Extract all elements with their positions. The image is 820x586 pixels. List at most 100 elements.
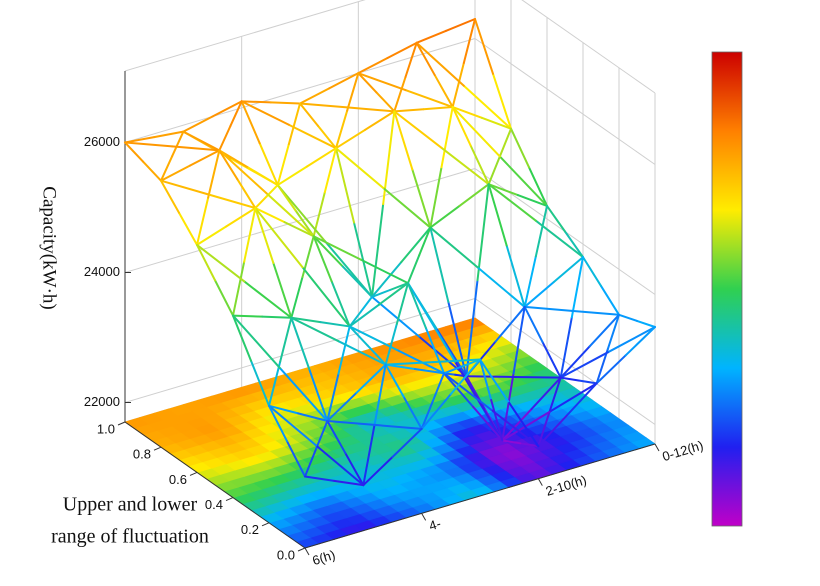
mesh-line [279,316,293,363]
mesh-line [404,41,418,79]
tick-mark [297,547,306,552]
mesh-line [537,413,569,448]
mesh-line [411,168,432,229]
mesh-line [196,243,246,283]
mesh-line [348,325,398,351]
mesh-line [265,192,315,238]
mesh-line [420,400,434,430]
mesh-line [479,358,493,401]
mesh-line [505,244,526,308]
mesh-line [247,166,279,187]
y-tick-label: 0.8 [133,447,151,462]
mesh-line [582,256,602,287]
mesh-line [606,326,656,354]
mesh-line [465,375,515,378]
mesh-line [160,179,180,214]
x-axis [304,443,656,549]
z-tick-label: 22000 [84,394,120,409]
mesh-line [443,365,463,375]
mesh-line [541,341,562,379]
mesh-line [516,194,548,207]
mesh-line [433,73,454,109]
mesh-line [232,314,252,362]
mesh-line [359,258,409,285]
mesh-line [443,372,475,408]
mesh-line [537,410,551,448]
mesh-line [479,358,511,404]
mesh-line [286,440,306,478]
mesh-line [393,76,407,113]
mesh-line [451,62,465,109]
mesh-line [312,235,362,261]
mesh-line [315,419,329,450]
mesh-line [413,367,445,375]
mesh-line [393,110,414,171]
mesh-line [218,149,250,169]
mesh-line [362,456,394,487]
mesh-line [425,327,445,375]
y-tick-label: 0.0 [277,547,295,562]
tick-mark [225,497,234,502]
mesh-line [290,316,311,371]
mesh-line [519,442,540,448]
mesh-line [600,284,620,316]
mesh-line [440,146,490,186]
mesh-line [232,314,282,370]
mesh-line [523,305,573,312]
mesh-line [595,354,627,385]
tick-mark [421,513,427,521]
mesh-line [512,375,562,379]
mesh-line [476,183,490,282]
mesh-line [559,376,580,382]
mesh-line [243,280,293,319]
mesh-line [268,404,288,443]
mesh-line [534,219,584,259]
mesh-line [570,256,584,319]
mesh-line [384,361,434,366]
z-tick-label: 26000 [84,134,120,149]
mesh-line [207,149,221,199]
mesh-line [261,315,293,319]
mesh-line [211,100,243,118]
y-tick-label: 0.4 [205,497,223,512]
mesh-line [243,207,257,263]
y-axis [124,421,306,549]
mesh-line [371,289,391,298]
mesh-line [458,183,490,207]
mesh-line [523,255,537,308]
mesh-line [240,100,290,126]
mesh-line [346,72,360,112]
mesh-line [229,100,243,127]
mesh-line [182,130,203,143]
mesh-line [564,230,584,259]
mesh-line [357,57,389,75]
mesh-line [344,452,365,487]
mesh-line [384,322,398,366]
mesh-line [160,164,192,182]
mesh-line [218,149,268,195]
mesh-line [548,376,562,413]
mesh-line [323,147,337,194]
mesh-line [225,207,257,228]
mesh-line [236,178,257,210]
mesh-line [420,393,452,430]
mesh-line [429,166,443,229]
mesh-line [577,379,598,385]
mesh-line [384,363,405,398]
mesh-line [462,18,476,65]
grid-line [124,298,476,403]
mesh-line [444,18,476,32]
mesh-line [407,254,421,285]
mesh-line [364,110,396,131]
mesh-line [492,72,512,130]
mesh-line [404,89,454,109]
mesh-line [196,196,210,246]
mesh-line [523,281,555,308]
mesh-line [382,186,432,229]
tick-mark [654,443,660,452]
mesh-line [326,419,376,426]
mesh-line [254,207,286,224]
mesh-line [240,100,261,145]
wall-edge [521,0,656,94]
mesh-line [415,41,436,76]
